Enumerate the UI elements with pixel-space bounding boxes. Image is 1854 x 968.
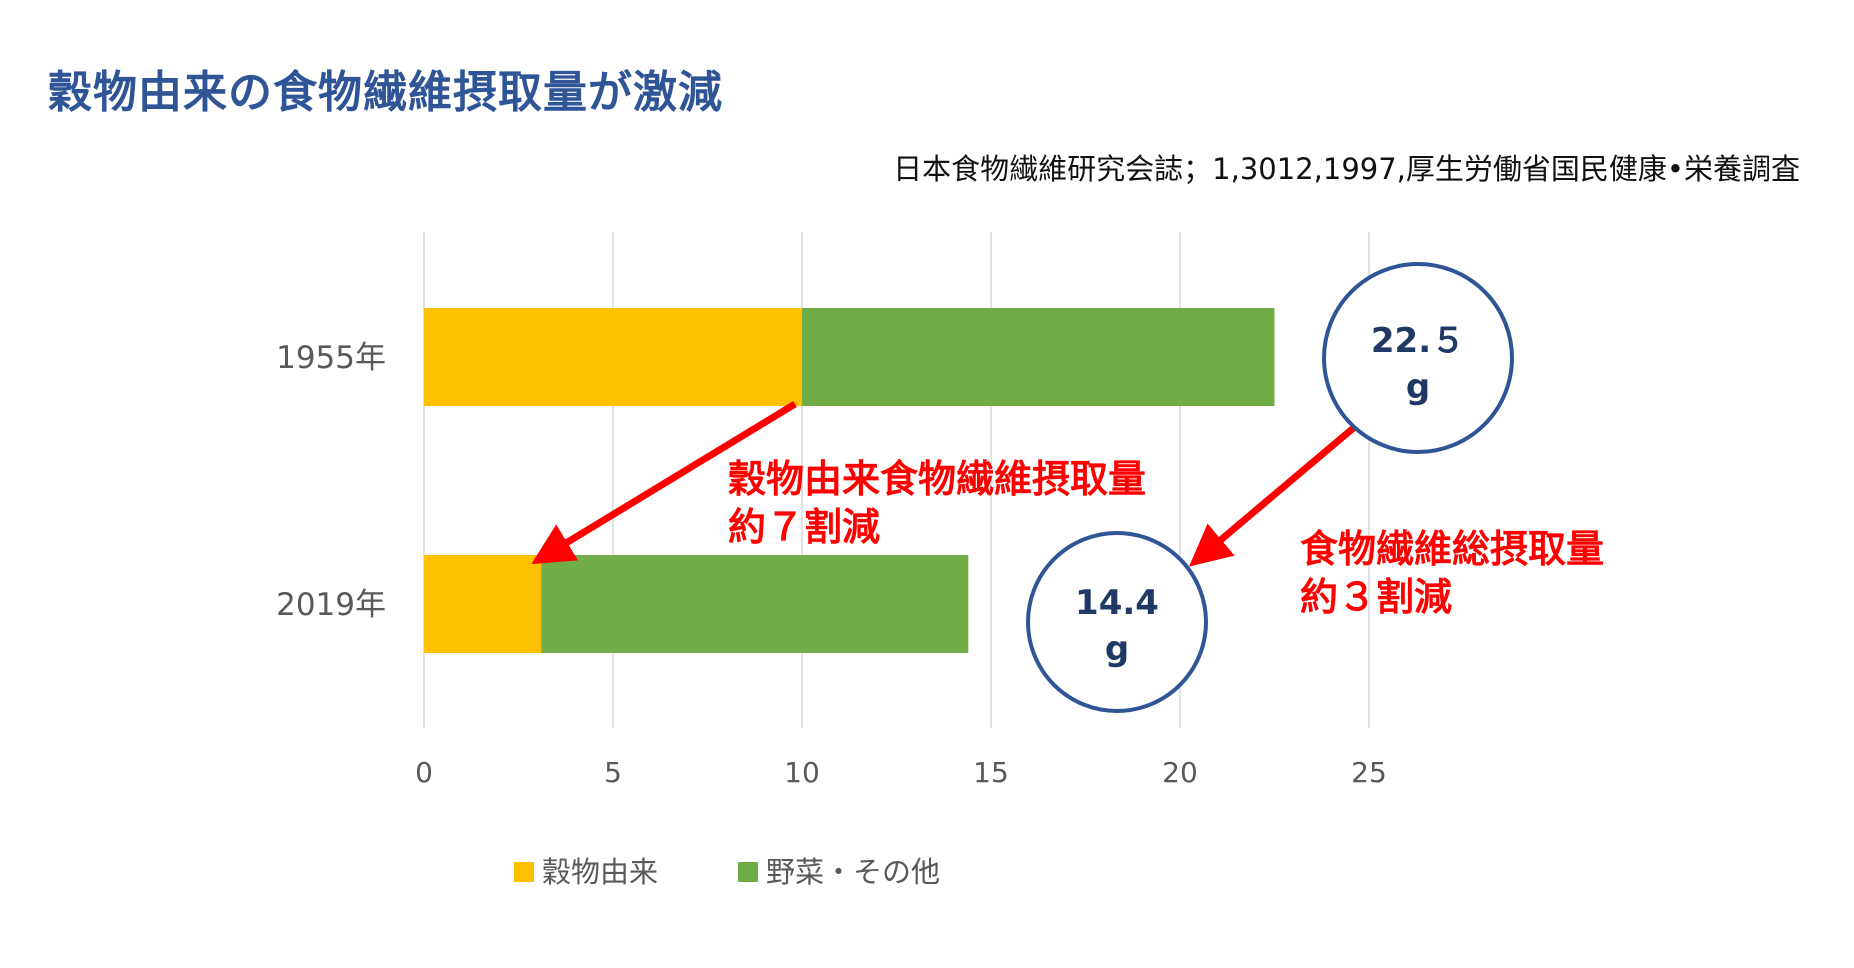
x-tick-label-25: 25 xyxy=(1351,756,1387,789)
category-labels: 1955年 2019年 xyxy=(276,340,386,623)
x-tick-labels: 0 5 10 15 20 25 xyxy=(415,756,1387,789)
total-1955-circle xyxy=(1322,262,1514,454)
cereal-decrease-arrow xyxy=(531,401,797,565)
legend: 穀物由来 野菜・その他 xyxy=(514,855,940,889)
total-2019-circle xyxy=(1026,531,1208,713)
chart-source: 日本食物繊維研究会誌；1,3012,1997,厚生労働省国民健康•栄養調査 xyxy=(893,152,1800,186)
x-tick-label-5: 5 xyxy=(604,756,622,789)
legend-swatch-cereal xyxy=(514,862,534,882)
cereal-annotation-line1: 穀物由来食物繊維摂取量 xyxy=(728,457,1146,501)
x-tick-label-10: 10 xyxy=(784,756,820,789)
bar-cereal-1 xyxy=(424,555,542,653)
total-annotation-line2: 約３割減 xyxy=(1300,575,1452,619)
x-tick-label-0: 0 xyxy=(415,756,433,789)
total-2019-value: 14.4 xyxy=(1075,583,1159,623)
category-label-1: 2019年 xyxy=(276,587,386,623)
total-1955-unit: g xyxy=(1406,367,1430,407)
legend-swatch-vegetable xyxy=(738,862,758,882)
bar-vegetable-1 xyxy=(541,555,969,653)
legend-label-vegetable: 野菜・その他 xyxy=(766,855,940,889)
cereal-annotation-line2: 約７割減 xyxy=(728,505,880,549)
total-annotation-line1: 食物繊維総摂取量 xyxy=(1300,527,1604,571)
total-2019-unit: g xyxy=(1105,629,1129,669)
x-tick-label-15: 15 xyxy=(973,756,1009,789)
total-decrease-arrow xyxy=(1189,422,1360,567)
x-tick-label-20: 20 xyxy=(1162,756,1198,789)
legend-label-cereal: 穀物由来 xyxy=(542,855,658,889)
category-label-0: 1955年 xyxy=(276,340,386,376)
bars xyxy=(424,308,1275,653)
bar-vegetable-0 xyxy=(802,308,1275,406)
chart-title: 穀物由来の食物繊維摂取量が激減 xyxy=(48,67,723,118)
total-1955-value: 22.５ xyxy=(1371,321,1465,361)
bar-cereal-0 xyxy=(424,308,802,406)
